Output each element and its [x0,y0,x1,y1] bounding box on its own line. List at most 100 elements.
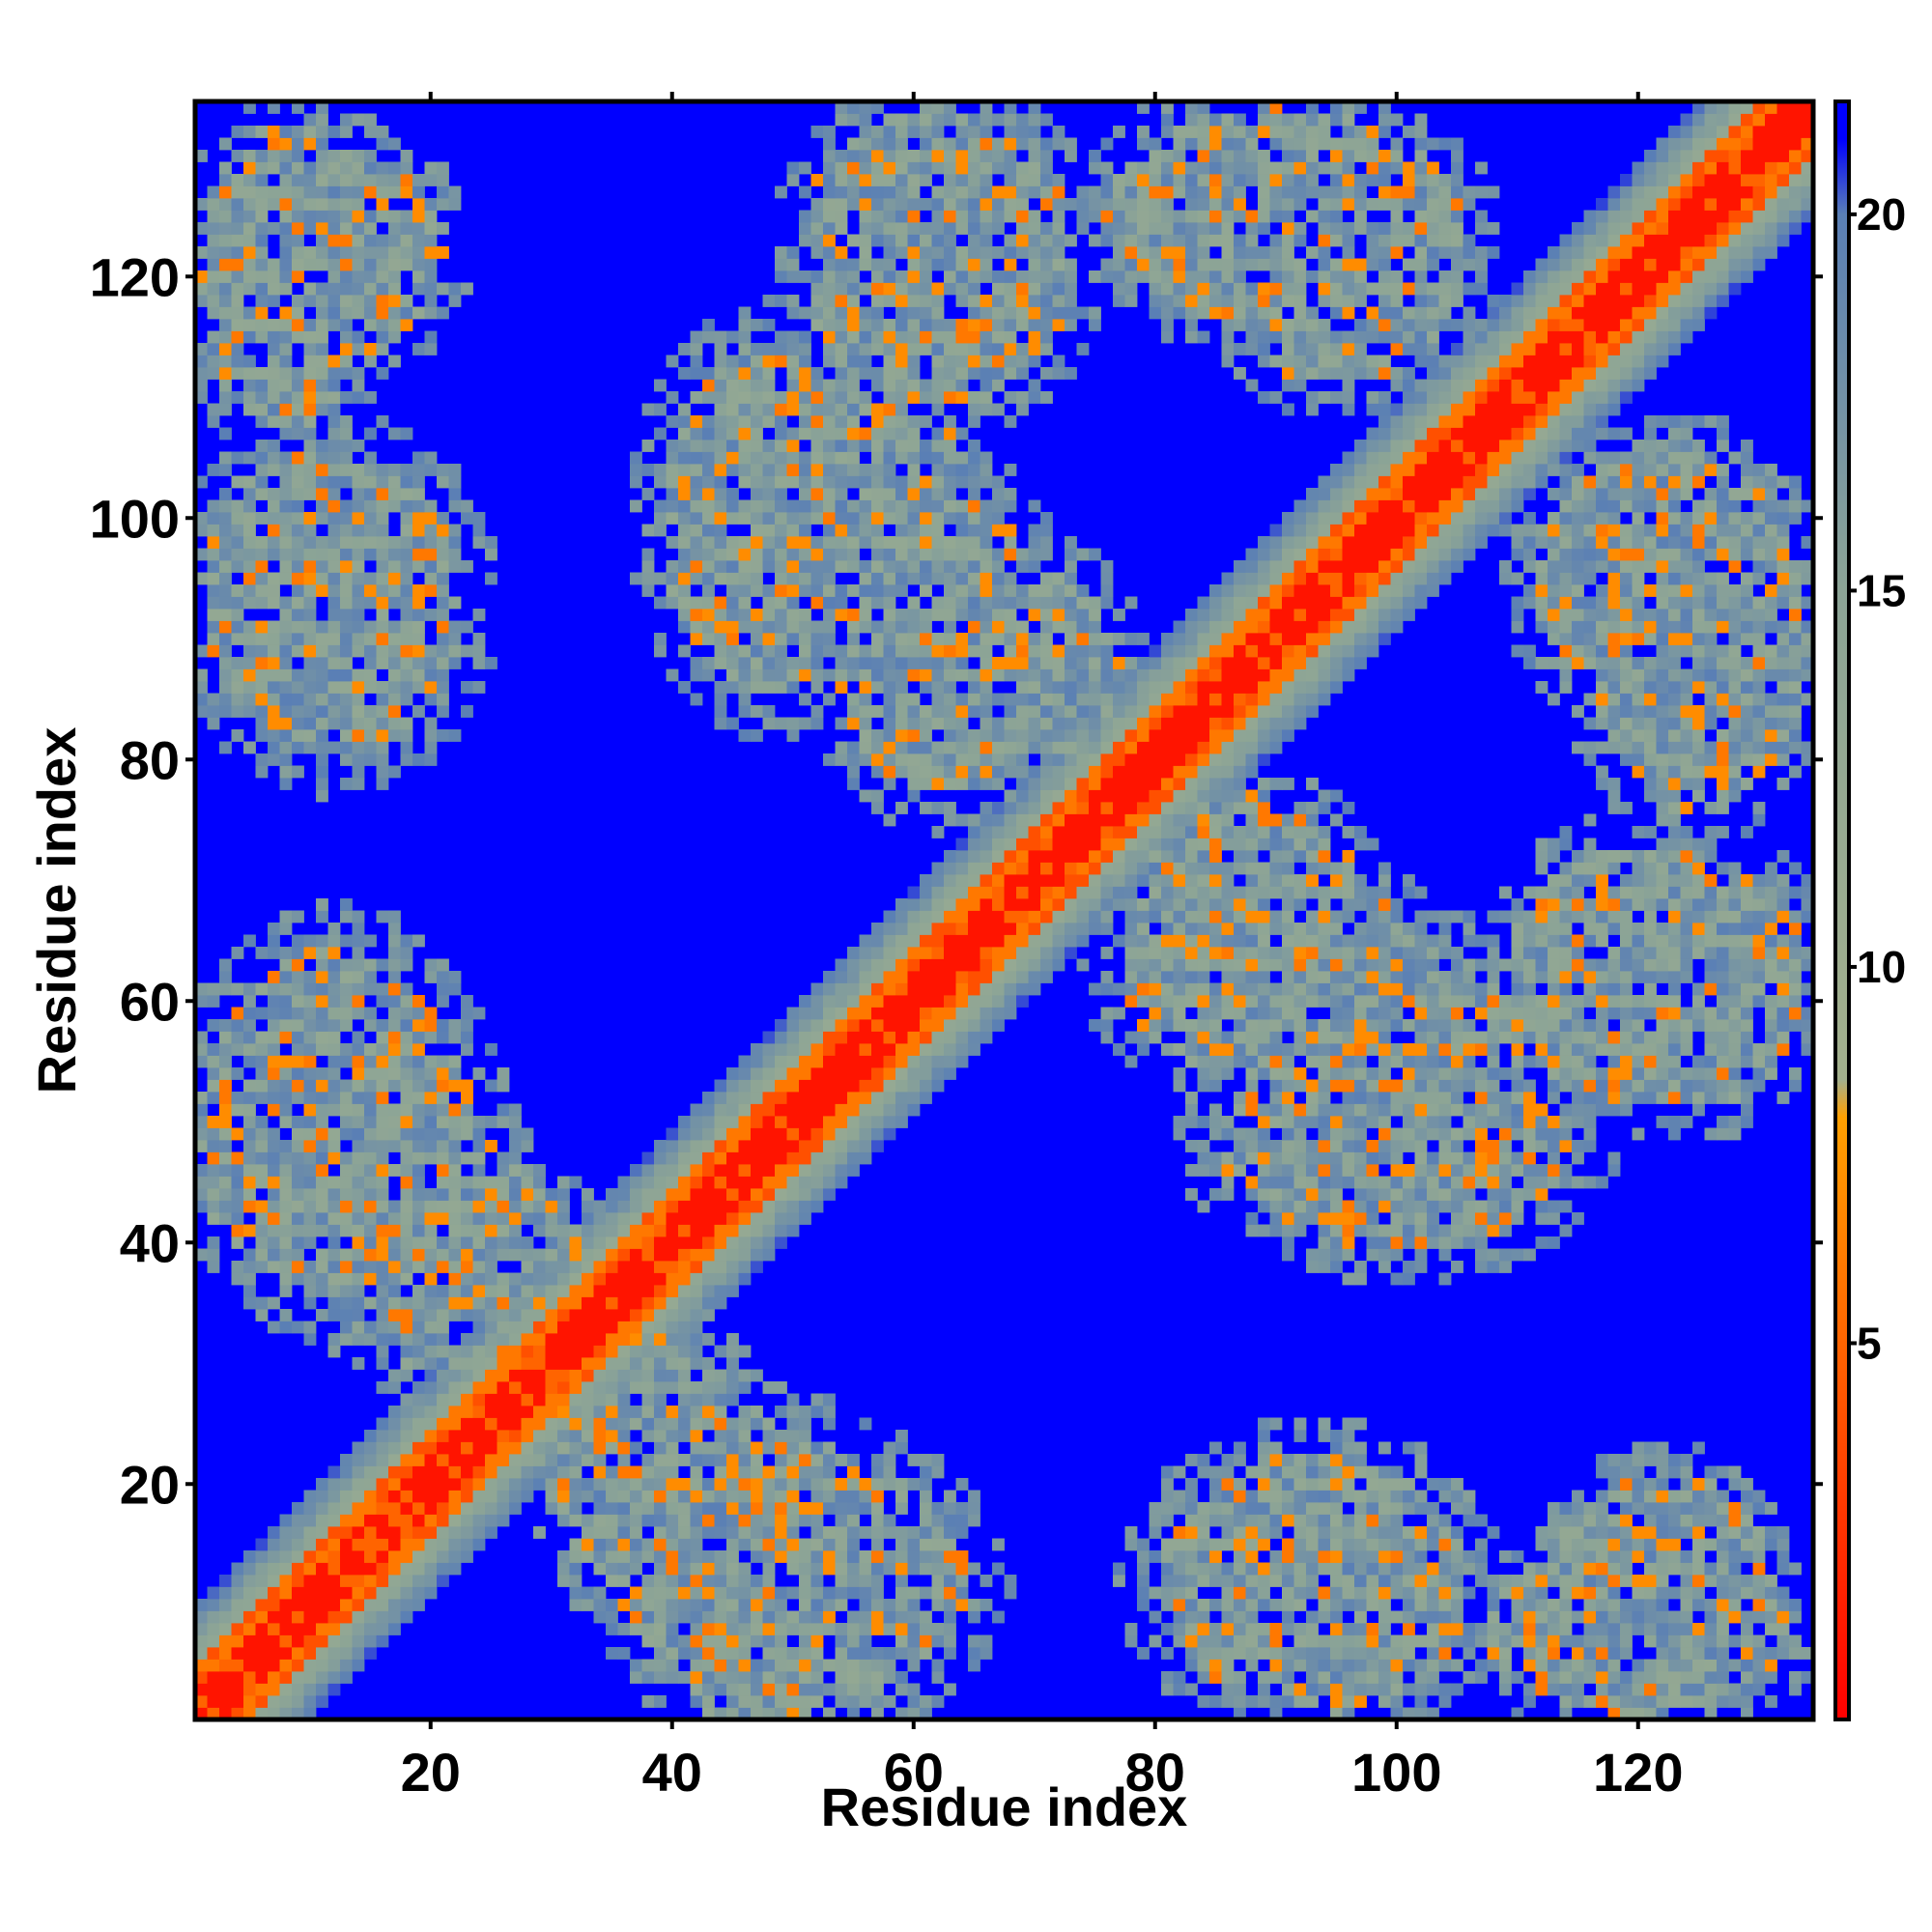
heatmap-cell [799,717,811,730]
heatmap-cell [641,1357,655,1370]
heatmap-cell [883,1116,896,1128]
heatmap-cell [485,1296,497,1310]
heatmap-cell [931,306,945,320]
heatmap-cell [376,306,389,320]
heatmap-cell [883,1441,896,1455]
heatmap-cell [195,693,208,706]
heatmap-cell [835,1671,848,1684]
heatmap-cell [799,1623,811,1635]
heatmap-cell [448,1441,462,1455]
heatmap-cell [751,1248,763,1262]
heatmap-cell [509,1502,522,1515]
heatmap-cell [883,379,896,392]
heatmap-cell [472,1369,486,1382]
heatmap-cell [702,560,715,573]
heatmap-cell [340,1490,353,1503]
heatmap-cell [352,668,365,682]
heatmap-cell [799,1176,811,1189]
heatmap-cell [400,1103,413,1117]
heatmap-cell [907,644,921,658]
heatmap-cell [268,1659,280,1672]
heatmap-cell [968,644,980,658]
heatmap-cell [1016,306,1029,320]
heatmap-cell [920,934,932,948]
heatmap-cell [292,403,304,416]
heatmap-cell [388,1164,401,1177]
heatmap-cell [617,1381,631,1394]
heatmap-cell [714,1176,727,1189]
heatmap-cell [1016,705,1029,718]
heatmap-cell [521,1212,534,1225]
heatmap-cell [292,185,304,199]
heatmap-cell [751,451,763,465]
heatmap-cell [823,1393,836,1406]
heatmap-cell [376,1140,389,1152]
heatmap-cell [606,1406,618,1418]
heatmap-cell [835,681,848,694]
heatmap-cell [690,330,703,344]
heatmap-cell [907,910,921,923]
heatmap-cell [340,1116,353,1128]
heatmap-cell [231,524,244,537]
heatmap-cell [823,995,836,1008]
heatmap-cell [485,1514,497,1527]
heatmap-cell [593,1586,607,1600]
heatmap-cell [448,1176,462,1189]
heatmap-cell [582,1393,594,1406]
heatmap-cell [992,488,1005,500]
heatmap-cell [895,1550,908,1563]
heatmap-cell [762,1526,776,1539]
heatmap-cell [847,1586,860,1600]
heatmap-cell [316,741,328,754]
heatmap-cell [424,1406,438,1418]
heatmap-cell [400,1200,413,1213]
heatmap-cell [859,789,872,803]
heatmap-cell [968,1043,980,1056]
heatmap-cell [327,1285,341,1297]
heatmap-cell [448,1079,462,1093]
heatmap-cell [219,1055,232,1068]
heatmap-cell [1040,862,1053,875]
heatmap-cell [630,1261,642,1273]
heatmap-cell [810,403,824,416]
heatmap-cell [907,499,921,513]
heatmap-cell [871,379,884,392]
heatmap-cell [364,306,377,320]
heatmap-cell [388,185,401,199]
heatmap-cell [835,971,848,983]
heatmap-cell [895,499,908,513]
heatmap-cell [1016,126,1029,138]
heatmap-cell [364,1116,377,1128]
heatmap-cell [980,246,993,259]
heatmap-cell [303,741,317,754]
heatmap-cell [364,934,377,948]
heatmap-cell [400,620,413,634]
heatmap-cell [810,548,824,561]
heatmap-cell [738,548,752,561]
heatmap-cell [279,1610,293,1624]
heatmap-cell [521,1441,534,1455]
heatmap-cell [569,1478,582,1491]
heatmap-cell [412,1164,425,1177]
heatmap-cell [340,1248,353,1262]
heatmap-cell [702,330,715,344]
heatmap-cell [364,1261,377,1273]
heatmap-cell [606,1623,618,1635]
heatmap-cell [955,668,969,682]
heatmap-cell [955,609,969,621]
heatmap-cell [992,1610,1005,1624]
heatmap-cell [207,1599,220,1611]
heatmap-cell [400,633,413,645]
heatmap-cell [268,668,280,682]
heatmap-cell [400,1309,413,1321]
heatmap-cell [786,1406,800,1418]
heatmap-cell [907,898,921,911]
heatmap-cell [279,1092,293,1104]
heatmap-cell [859,644,872,658]
heatmap-cell [327,1043,341,1056]
heatmap-cell [617,1526,631,1539]
heatmap-cell [799,379,811,392]
heatmap-cell [424,282,438,296]
heatmap-cell [292,1007,304,1020]
heatmap-cell [231,1599,244,1611]
